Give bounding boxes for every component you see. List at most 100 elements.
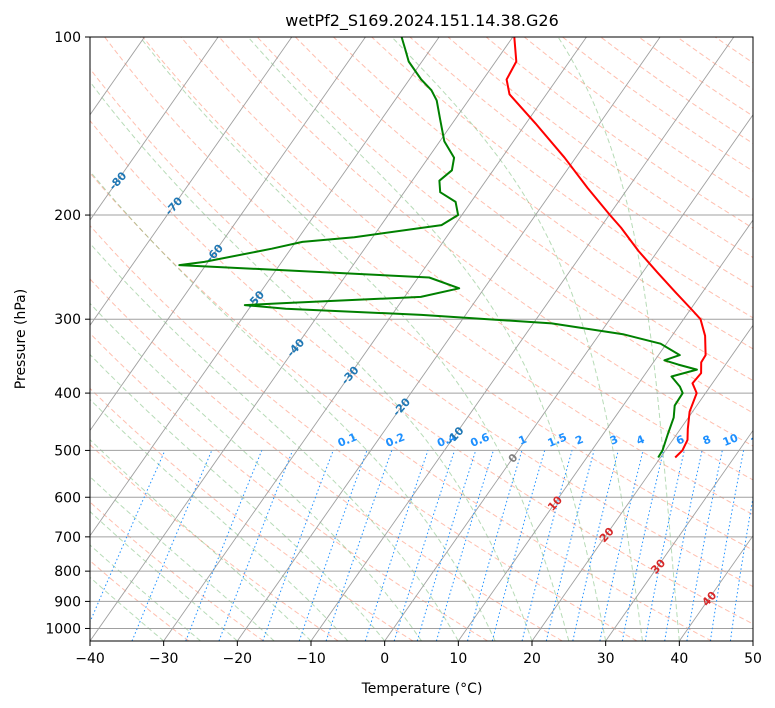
x-tick-label: −20 (223, 651, 253, 667)
background-lines (0, 37, 775, 641)
isotherm-line (90, 37, 440, 537)
mixing-ratio-line (467, 450, 523, 641)
mixing-ratio-label: 0.1 (336, 430, 359, 449)
y-tick-label: 900 (54, 594, 81, 610)
mixing-ratio-label: 10 (721, 431, 740, 449)
mixing-ratio-line (262, 450, 334, 641)
moist-adiabat (90, 438, 312, 641)
x-tick-label: 10 (449, 651, 467, 667)
y-tick-label: 700 (54, 530, 81, 546)
chart-title: wetPf2_S169.2024.151.14.38.G26 (285, 11, 559, 31)
x-tick-label: 40 (670, 651, 688, 667)
y-tick-label: 200 (54, 208, 81, 224)
dry-adiabat (90, 332, 488, 641)
moist-adiabat (247, 37, 607, 641)
isotherm-value-label: 20 (597, 525, 617, 545)
moist-adiabat (90, 576, 165, 641)
mixing-ratio-line (756, 450, 775, 641)
dry-adiabat (180, 37, 753, 481)
dry-adiabat (485, 37, 753, 229)
isotherm-value-label: -20 (390, 395, 413, 419)
mixing-ratio-line (435, 450, 494, 641)
dry-adiabat (371, 37, 753, 319)
dry-adiabat (600, 37, 753, 145)
isotherm-value-label: -70 (162, 194, 185, 218)
isotherm-line (678, 534, 753, 641)
isotherm-line (310, 37, 735, 641)
x-axis-label: Temperature (°C) (361, 681, 483, 697)
moist-adiabat (139, 37, 570, 641)
moist-adiabat (90, 353, 386, 641)
isotherm-value-label: 40 (699, 589, 719, 609)
line-labels: 0.10.20.40.611.52346810131620253036-100-… (24, 69, 753, 609)
mixing-ratio-line (521, 450, 573, 641)
dry-adiabat (90, 443, 339, 641)
y-tick-label: 400 (54, 386, 81, 402)
isotherm-line (90, 37, 219, 221)
y-tick-label: 100 (54, 30, 81, 46)
moist-adiabat (391, 37, 643, 641)
dry-adiabat (90, 560, 190, 641)
y-axis-label: Pressure (hPa) (13, 289, 29, 389)
y-tick-label: 800 (54, 564, 81, 580)
x-tick-label: 0 (380, 651, 389, 667)
y-tick-label: 1000 (45, 621, 81, 637)
isotherm-value-label: -50 (244, 288, 267, 312)
isotherm-line (90, 37, 293, 327)
dry-adiabat (295, 37, 753, 382)
mixing-ratio-label: 8 (701, 433, 713, 448)
plot-frame (89, 36, 754, 642)
mixing-ratio-label: 0.2 (384, 430, 407, 449)
mixing-ratio-line (185, 450, 263, 641)
dry-adiabat (753, 37, 775, 641)
isotherm-value-label: -90 (60, 129, 83, 153)
mixing-ratio-label: 2 (573, 433, 585, 448)
x-tick-label: −40 (75, 651, 105, 667)
moist-adiabat (90, 398, 349, 641)
dry-adiabat (90, 172, 712, 641)
isotherm-value-label: -40 (284, 336, 307, 360)
isotherm-value-label: 10 (545, 493, 565, 513)
moist-adiabat (90, 544, 201, 641)
mixing-ratio-label: 1.5 (546, 430, 569, 449)
dry-adiabat (333, 37, 753, 350)
x-tick-label: 20 (523, 651, 541, 667)
dry-adiabat (676, 37, 753, 90)
mixing-ratio-line (599, 450, 644, 641)
profile-lines (178, 37, 707, 459)
isotherm-line (163, 37, 587, 641)
mixing-ratio-line (416, 450, 477, 641)
moist-adiabat (90, 80, 533, 641)
isotherm-line (0, 37, 71, 641)
dry-adiabat (90, 119, 753, 625)
y-tick-label: 500 (54, 443, 81, 459)
dry-adiabat (90, 387, 414, 641)
mixing-ratio-line (90, 450, 166, 624)
y-axis-ticks: 1000 900 800 700 600 500 400 300 200 100 (45, 30, 90, 637)
x-tick-label: −30 (149, 651, 179, 667)
isotherm-value-label: -80 (106, 169, 129, 193)
moist-adiabat (90, 302, 422, 641)
isotherm-line (90, 37, 514, 641)
dry-adiabat (90, 278, 563, 641)
dry-adiabat (523, 37, 753, 201)
mixing-ratio-line (298, 450, 368, 641)
dry-adiabat (90, 67, 753, 588)
isotherm-line (90, 37, 366, 432)
moist-adiabat (557, 37, 680, 641)
mixing-ratio-line (545, 450, 595, 641)
dry-adiabat (256, 37, 753, 414)
dry-adiabat (104, 37, 753, 551)
isotherm-value-label: -30 (339, 363, 362, 387)
mixing-ratio-line (644, 450, 685, 641)
dry-adiabat (447, 37, 753, 259)
x-tick-label: −10 (296, 651, 326, 667)
mixing-ratio-line (393, 450, 456, 641)
isotherm-value-label: -100 (24, 69, 52, 98)
dewpoint-profile-line (178, 37, 698, 459)
x-axis-ticks: −40 −30 −20 −10 0 10 20 30 40 50 (75, 641, 762, 667)
mixing-ratio-line (131, 450, 213, 641)
moist-adiabat (90, 476, 275, 641)
isotherm-line (236, 37, 661, 641)
